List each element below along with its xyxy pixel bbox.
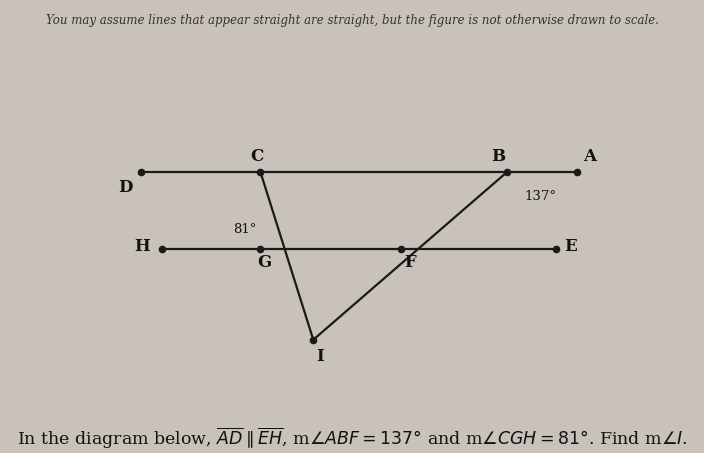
- Text: 81°: 81°: [234, 222, 257, 236]
- Text: B: B: [491, 148, 505, 165]
- Text: G: G: [257, 254, 271, 271]
- Text: I: I: [316, 348, 325, 366]
- Text: E: E: [564, 238, 577, 255]
- Text: C: C: [251, 148, 263, 165]
- Text: F: F: [404, 254, 415, 271]
- Text: You may assume lines that appear straight are straight, but the figure is not ot: You may assume lines that appear straigh…: [46, 14, 658, 27]
- Text: In the diagram below, $\overline{AD} \parallel \overline{EH}$, m$\angle ABF = 13: In the diagram below, $\overline{AD} \pa…: [17, 426, 687, 451]
- Text: D: D: [118, 179, 132, 197]
- Text: 137°: 137°: [524, 190, 556, 203]
- Text: H: H: [134, 238, 150, 255]
- Text: A: A: [584, 148, 596, 165]
